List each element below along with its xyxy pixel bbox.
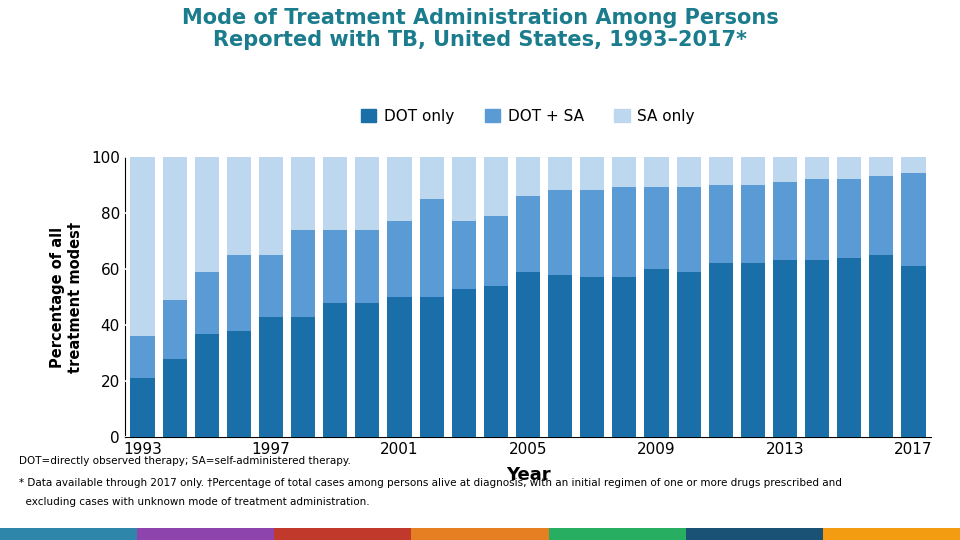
Bar (837, 157, 861, 179)
Bar (516, 196, 540, 272)
Text: Mode of Treatment Administration Among Persons: Mode of Treatment Administration Among P… (181, 8, 779, 28)
Bar (452, 157, 476, 221)
Bar (420, 297, 444, 437)
Bar (227, 255, 251, 330)
Text: * Data available through 2017 only. †Percentage of total cases among persons ali: * Data available through 2017 only. †Per… (19, 478, 842, 488)
Bar (131, 336, 155, 379)
Bar (420, 157, 444, 199)
Bar (901, 266, 925, 437)
Bar (741, 157, 765, 185)
Bar (870, 157, 894, 176)
Bar (131, 157, 155, 336)
Bar (580, 278, 604, 437)
Bar (195, 157, 219, 272)
Bar (259, 157, 283, 255)
Y-axis label: Percentage of all
treatment modes†: Percentage of all treatment modes† (50, 221, 83, 373)
Bar (291, 230, 315, 316)
Bar (677, 157, 701, 187)
Bar (131, 379, 155, 437)
Bar (741, 264, 765, 437)
Bar (324, 230, 348, 302)
Bar (644, 269, 668, 437)
Text: excluding cases with unknown mode of treatment administration.: excluding cases with unknown mode of tre… (19, 497, 370, 507)
Bar (837, 258, 861, 437)
Bar (227, 330, 251, 437)
Bar (708, 157, 732, 185)
Bar (805, 157, 829, 179)
Bar (773, 260, 797, 437)
Bar (388, 221, 412, 297)
Bar (452, 221, 476, 288)
Bar (677, 187, 701, 272)
Bar (195, 334, 219, 437)
Bar (452, 288, 476, 437)
Bar (548, 190, 572, 274)
Bar (870, 255, 894, 437)
Bar (837, 179, 861, 258)
Bar (805, 179, 829, 260)
Bar (162, 300, 186, 359)
Bar (227, 157, 251, 255)
Bar (773, 157, 797, 182)
Bar (548, 157, 572, 190)
Bar (324, 157, 348, 230)
Bar (644, 157, 668, 187)
Bar (324, 302, 348, 437)
Bar (291, 316, 315, 437)
Legend: DOT only, DOT + SA, SA only: DOT only, DOT + SA, SA only (355, 103, 701, 130)
Bar (901, 157, 925, 173)
Bar (516, 151, 540, 196)
Bar (741, 185, 765, 264)
Bar (516, 272, 540, 437)
Text: DOT=directly observed therapy; SA=self-administered therapy.: DOT=directly observed therapy; SA=self-a… (19, 456, 351, 467)
Bar (708, 185, 732, 264)
Bar (870, 176, 894, 255)
Bar (162, 359, 186, 437)
Bar (484, 215, 508, 286)
Bar (773, 182, 797, 260)
Bar (708, 264, 732, 437)
Bar (580, 190, 604, 278)
Bar (291, 157, 315, 230)
Bar (548, 274, 572, 437)
X-axis label: Year: Year (506, 465, 550, 484)
Bar (162, 157, 186, 300)
Text: Reported with TB, United States, 1993–2017*: Reported with TB, United States, 1993–20… (213, 30, 747, 50)
Bar (195, 272, 219, 334)
Bar (612, 187, 636, 278)
Bar (612, 157, 636, 187)
Bar (612, 278, 636, 437)
Bar (388, 157, 412, 221)
Bar (484, 157, 508, 215)
Bar (484, 286, 508, 437)
Bar (805, 260, 829, 437)
Bar (677, 272, 701, 437)
Bar (355, 230, 379, 302)
Bar (259, 316, 283, 437)
Bar (355, 157, 379, 230)
Bar (901, 173, 925, 266)
Bar (644, 187, 668, 269)
Bar (259, 255, 283, 316)
Bar (355, 302, 379, 437)
Bar (420, 199, 444, 297)
Bar (388, 297, 412, 437)
Bar (580, 157, 604, 190)
